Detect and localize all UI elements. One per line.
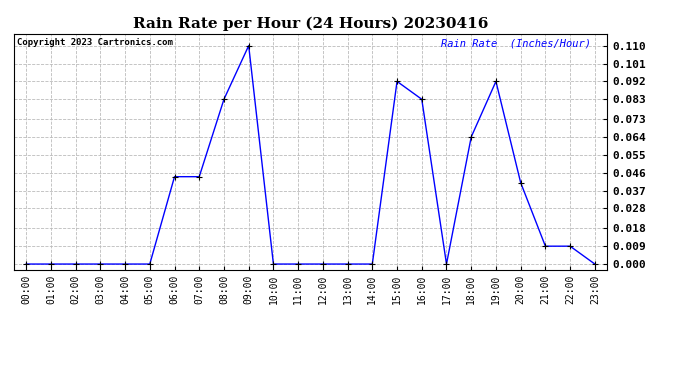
Text: Rain Rate  (Inches/Hour): Rain Rate (Inches/Hour) [441, 39, 591, 48]
Title: Rain Rate per Hour (24 Hours) 20230416: Rain Rate per Hour (24 Hours) 20230416 [132, 17, 489, 31]
Text: Copyright 2023 Cartronics.com: Copyright 2023 Cartronics.com [17, 39, 172, 48]
